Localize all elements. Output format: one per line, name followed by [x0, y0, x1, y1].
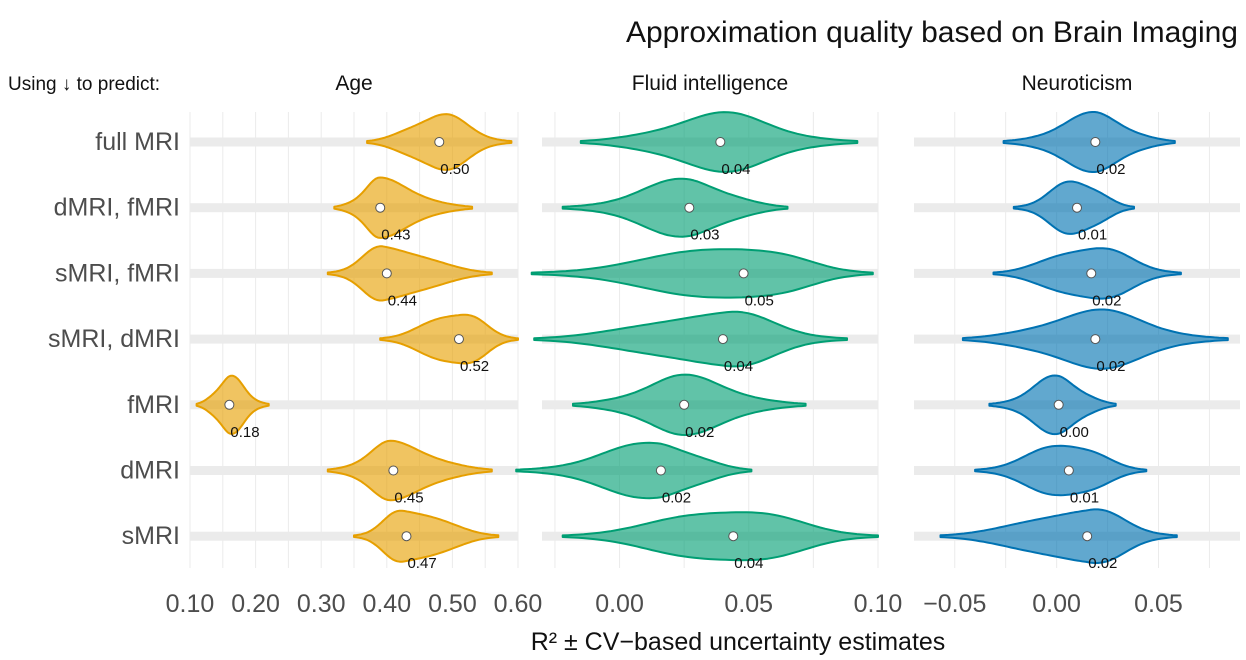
data-label: 0.03: [690, 227, 719, 244]
tick-label: 0.05: [1134, 590, 1183, 618]
row-label: sMRI: [122, 522, 180, 550]
violin: [561, 511, 879, 562]
tick-label: 0.40: [362, 590, 411, 618]
mean-point: [1090, 137, 1101, 147]
violin: [326, 245, 493, 302]
data-label: 0.02: [662, 490, 691, 507]
mean-point: [1072, 202, 1082, 213]
data-label: 0.02: [1096, 358, 1125, 375]
mean-point: [1086, 268, 1097, 279]
violin: [379, 313, 519, 365]
tick-label: 0.05: [724, 590, 773, 618]
mean-point: [684, 202, 695, 213]
mean-point: [715, 137, 726, 147]
mean-point: [1090, 334, 1101, 345]
mean-point: [738, 268, 749, 279]
row-band: [190, 137, 518, 147]
mean-point: [453, 334, 464, 345]
tick-label: 0.00: [1032, 590, 1081, 618]
data-label: 0.00: [1060, 424, 1089, 441]
violin: [326, 439, 493, 502]
data-label: 0.02: [1088, 555, 1117, 572]
mean-point: [728, 531, 739, 542]
data-label: 0.05: [745, 292, 774, 309]
row-band: [190, 400, 518, 410]
mean-point: [224, 399, 235, 410]
row-label: sMRI, dMRI: [48, 325, 180, 353]
data-label: 0.52: [460, 358, 489, 375]
data-label: 0.43: [381, 227, 410, 244]
mean-point: [388, 465, 399, 476]
data-label: 0.02: [685, 424, 714, 441]
violin: [333, 176, 474, 239]
violin: [533, 310, 848, 368]
row-band: [190, 334, 518, 344]
mean-point: [381, 268, 392, 279]
mean-point: [655, 465, 666, 476]
violin: [530, 248, 874, 299]
data-label: 0.44: [388, 292, 417, 309]
panel-0: Age 0.50 0.43 0.44 0.52 0.18 0.45 0.47 0.10 0.20 0…: [166, 72, 543, 618]
data-label: 0.04: [734, 555, 763, 572]
mean-point: [434, 137, 445, 147]
mean-point: [1053, 399, 1064, 410]
chart-title: Approximation quality based on Brain Ima…: [626, 16, 1238, 49]
mean-point: [1082, 531, 1093, 542]
row-label: sMRI, fMRI: [55, 259, 180, 287]
tick-label: 0.60: [494, 590, 543, 618]
violin: [939, 508, 1178, 564]
data-label: 0.50: [440, 161, 469, 178]
tick-label: 0.10: [166, 590, 215, 618]
tick-label: 0.00: [595, 590, 644, 618]
row-label: dMRI: [120, 457, 180, 485]
data-label: 0.04: [721, 161, 750, 178]
violin: [561, 177, 789, 238]
row-label: fMRI: [127, 391, 180, 419]
violin: [515, 441, 753, 500]
plot-area: full MRI dMRI, fMRI sMRI, fMRI sMRI, dMRI fM…: [48, 72, 1240, 618]
tick-label: 0.50: [428, 590, 477, 618]
data-label: 0.04: [724, 358, 753, 375]
violin: [1002, 111, 1176, 173]
mean-point: [679, 399, 690, 410]
violin: [974, 444, 1148, 497]
tick-label: 0.20: [231, 590, 280, 618]
strip-label: Fluid intelligence: [632, 72, 788, 95]
data-label: 0.18: [230, 424, 259, 441]
data-label: 0.01: [1078, 227, 1107, 244]
mean-point: [1063, 465, 1074, 476]
strip-label: Age: [335, 72, 372, 95]
mean-point: [401, 531, 412, 542]
data-label: 0.01: [1070, 490, 1099, 507]
violin: [353, 509, 500, 563]
strip-label: Neuroticism: [1022, 72, 1133, 95]
tick-label: 0.30: [297, 590, 346, 618]
violin: [988, 374, 1117, 436]
data-label: 0.47: [407, 555, 436, 572]
data-label: 0.02: [1096, 161, 1125, 178]
violin: [572, 373, 807, 436]
row-header: Using ↓ to predict:: [8, 74, 160, 95]
data-label: 0.45: [394, 490, 423, 507]
mean-point: [375, 202, 386, 213]
mean-point: [717, 334, 728, 345]
row-label: dMRI, fMRI: [54, 194, 180, 222]
data-label: 0.02: [1092, 292, 1121, 309]
panel-2: Neuroticism 0.02 0.01 0.02 0.02 0.00 0.01 0.02 −…: [914, 72, 1240, 618]
tick-label: −0.05: [923, 590, 986, 618]
row-label: full MRI: [95, 128, 180, 156]
x-axis-label: R² ± CV−based uncertainty estimates: [531, 628, 946, 656]
tick-label: 0.10: [854, 590, 903, 618]
panel-1: Fluid intelligence 0.04 0.03 0.05 0.04 0.02 0.…: [515, 72, 903, 618]
